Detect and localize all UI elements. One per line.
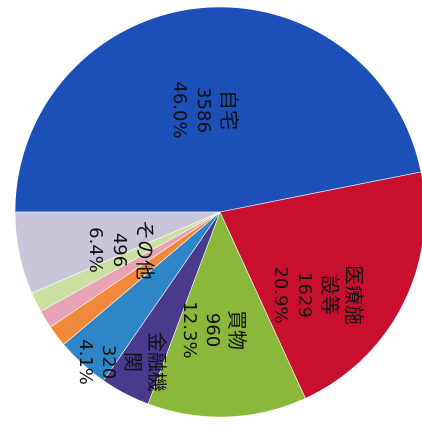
label-home-name: 自宅 xyxy=(217,90,241,130)
label-finance-percent: 4.1% xyxy=(75,339,96,385)
label-home: 自宅 3586 46.0% xyxy=(169,81,241,138)
label-shopping-value: 960 xyxy=(202,313,223,347)
label-shopping: 買物 960 12.3% xyxy=(179,301,249,358)
label-other-name: その他 xyxy=(133,220,157,280)
label-home-value: 3586 xyxy=(193,87,214,133)
label-other-percent: 6.4% xyxy=(85,227,106,273)
pie-slice-8 xyxy=(14,211,221,294)
pie-slice-0 xyxy=(14,6,422,213)
pie-slice-1 xyxy=(219,171,422,399)
label-medical-percent: 20.9% xyxy=(270,266,291,323)
label-finance-name-1: 金融機 xyxy=(145,332,169,392)
label-medical-value: 1629 xyxy=(294,272,315,318)
label-home-percent: 46.0% xyxy=(169,81,190,138)
label-finance: 金融機 関 320 4.1% xyxy=(75,332,169,392)
pie-slices xyxy=(14,6,422,418)
label-finance-value: 320 xyxy=(98,345,119,379)
label-medical-name-2: 設等 xyxy=(318,275,342,315)
pie-slice-2 xyxy=(147,211,306,418)
label-medical-name-1: 医療施 xyxy=(342,265,366,325)
label-medical: 医療施 設等 1629 20.9% xyxy=(270,265,366,325)
label-shopping-percent: 12.3% xyxy=(179,301,200,358)
label-other: その他 496 6.4% xyxy=(85,220,157,280)
label-other-value: 496 xyxy=(109,233,130,267)
label-finance-name-2: 関 xyxy=(121,352,145,372)
label-shopping-name: 買物 xyxy=(225,310,249,350)
